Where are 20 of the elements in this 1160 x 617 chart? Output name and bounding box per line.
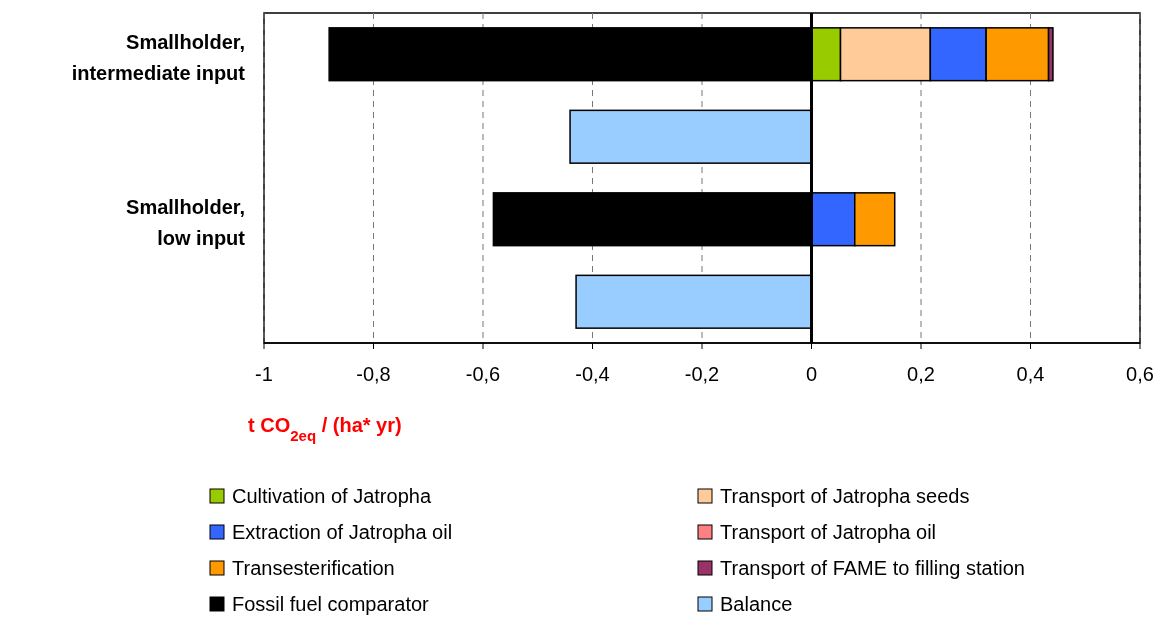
x-tick-label: 0,6 (1126, 363, 1154, 385)
x-tick-label: -0,6 (465, 363, 501, 385)
x-axis-title: t CO$_{2eq}$ / (ha* yr) (248, 414, 402, 444)
legend-label: Cultivation of Jatropha (232, 485, 432, 507)
legend-label: Transport of FAME to filling station (720, 557, 1025, 579)
legend-label: Fossil fuel comparator (232, 593, 430, 615)
x-tick-label: 0 (805, 363, 818, 385)
legend-label: Transesterification (232, 557, 395, 579)
x-tick-label: -0,2 (684, 363, 720, 385)
legend-label: Transport of Jatropha oil (720, 521, 937, 543)
x-tick-label: 0,2 (907, 363, 935, 385)
legend-label: Transport of Jatropha seeds (720, 485, 970, 507)
x-tick-label: -1 (255, 363, 273, 385)
y-tick-label: Smallholder, low input (126, 196, 246, 250)
legend-label: Balance (720, 593, 793, 615)
x-tick-label: -0,4 (575, 363, 610, 385)
x-tick-label: -0,8 (356, 363, 391, 385)
x-tick-label: 0,4 (1016, 363, 1045, 385)
legend-label: Extraction of Jatropha oil (232, 521, 453, 543)
y-tick-label: Smallholder, intermediate input (71, 31, 246, 85)
